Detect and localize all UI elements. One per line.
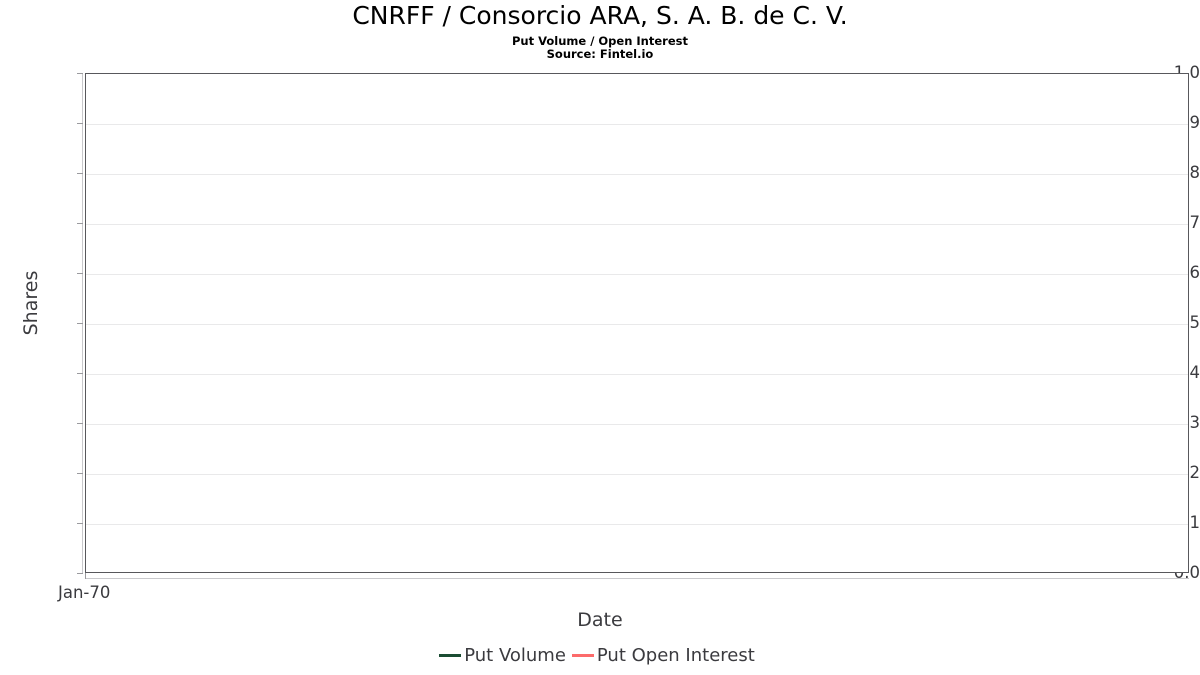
y-tick-mark: [77, 473, 83, 474]
y-tick-mark: [77, 123, 83, 124]
chart-source-label: Source: Fintel.io: [546, 47, 654, 61]
legend-item[interactable]: Put Volume: [439, 645, 566, 666]
gridline: [86, 423, 1188, 425]
y-tick-mark: [77, 423, 83, 424]
x-axis-label: Date: [577, 609, 623, 631]
gridline: [86, 473, 1188, 475]
data-series-layer: [86, 74, 1188, 572]
gridline: [86, 123, 1188, 125]
gridline: [86, 273, 1188, 275]
y-tick-mark: [77, 573, 83, 574]
legend-line-icon: [439, 654, 462, 657]
y-tick-mark: [77, 323, 83, 324]
plot-area: [85, 73, 1189, 573]
chart-header: CNRFF / Consorcio ARA, S. A. B. de C. V.…: [0, 0, 1200, 61]
chart-subtitle: Put Volume / Open Interest: [512, 34, 688, 48]
gridline: [86, 523, 1188, 525]
y-tick-mark: [77, 373, 83, 374]
y-axis-label: Shares: [20, 270, 42, 336]
gridline: [86, 173, 1188, 175]
y-tick-mark: [77, 523, 83, 524]
y-tick-mark: [77, 273, 83, 274]
chart-legend: Put Volume Put Open Interest: [0, 645, 1200, 666]
x-tick-mark: [85, 573, 86, 579]
gridline: [86, 223, 1188, 225]
page-title: CNRFF / Consorcio ARA, S. A. B. de C. V.: [352, 1, 848, 30]
gridline: [86, 323, 1188, 325]
gridline: [86, 373, 1188, 375]
legend-item[interactable]: Put Open Interest: [571, 645, 755, 666]
legend-item-label: Put Open Interest: [596, 645, 755, 666]
legend-item-label: Put Volume: [464, 645, 566, 666]
y-tick-mark: [77, 73, 83, 74]
y-tick-mark: [77, 173, 83, 174]
y-tick-mark: [77, 223, 83, 224]
x-axis-spine: [85, 578, 1189, 579]
x-tick-label: Jan-70: [58, 583, 111, 602]
legend-line-icon: [571, 654, 594, 657]
